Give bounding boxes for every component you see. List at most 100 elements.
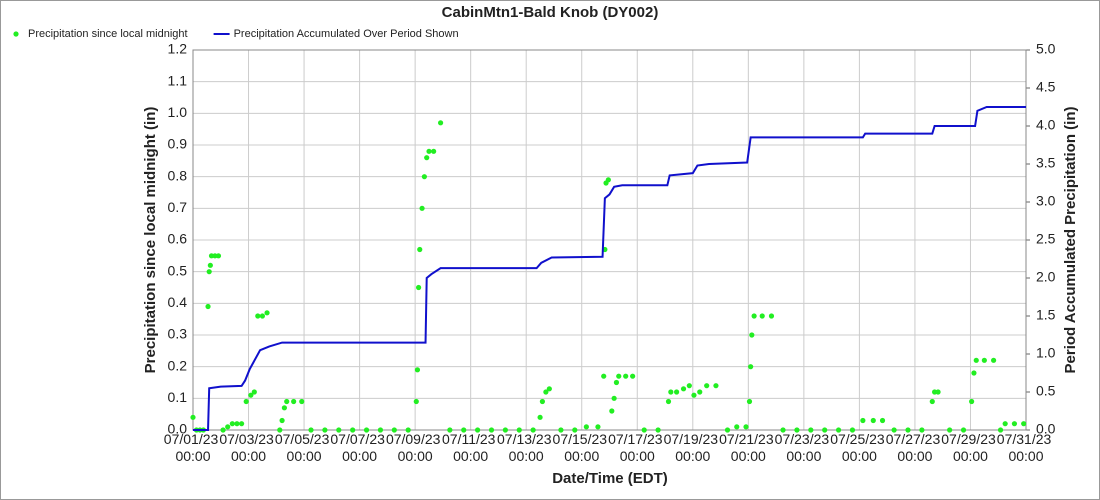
x-tick-label: 07/25/23 00:00 xyxy=(830,431,888,464)
x-tick-label: 07/05/23 00:00 xyxy=(275,431,333,464)
data-point xyxy=(461,427,467,433)
data-point xyxy=(704,383,710,389)
data-point xyxy=(713,383,719,389)
data-point xyxy=(768,313,775,319)
data-point xyxy=(759,313,765,319)
data-point xyxy=(997,427,1004,433)
data-point xyxy=(691,392,697,398)
data-point xyxy=(879,417,886,424)
y2-axis-title: Period Accumulated Precipitation (in) xyxy=(1062,107,1079,374)
data-point xyxy=(229,421,235,427)
y-tick-label: 1.2 xyxy=(168,41,188,57)
x-tick-label: 07/15/23 00:00 xyxy=(553,431,611,464)
data-point xyxy=(284,398,290,405)
data-point xyxy=(724,427,731,433)
data-point xyxy=(668,389,674,395)
data-point xyxy=(630,373,636,379)
data-point xyxy=(794,427,800,433)
data-point xyxy=(929,398,935,405)
data-point xyxy=(264,310,270,316)
data-point xyxy=(860,417,866,424)
data-point xyxy=(674,389,680,395)
data-point xyxy=(1002,421,1008,427)
data-point xyxy=(749,332,755,338)
data-point xyxy=(220,427,226,433)
data-point xyxy=(234,421,240,427)
y2-tick-label: 5.0 xyxy=(1036,41,1056,57)
x-tick-label: 07/27/23 00:00 xyxy=(886,431,944,464)
data-point xyxy=(350,427,356,433)
y2-tick-label: 4.0 xyxy=(1036,117,1056,133)
x-tick-label: 07/31/23 00:00 xyxy=(997,431,1055,464)
y-tick-label: 0.3 xyxy=(168,326,188,342)
data-point xyxy=(248,392,254,398)
data-point xyxy=(746,398,753,405)
x-axis-title: Date/Time (EDT) xyxy=(552,470,668,487)
data-point xyxy=(475,427,481,433)
data-point xyxy=(971,370,977,376)
data-point xyxy=(299,398,305,405)
y2-tick-label: 3.0 xyxy=(1036,193,1056,209)
chart-title: CabinMtn1-Bald Knob (DY002) xyxy=(442,4,659,21)
data-point xyxy=(259,313,266,319)
data-point xyxy=(558,427,564,433)
data-line xyxy=(193,106,1026,431)
data-point xyxy=(613,379,620,386)
data-point xyxy=(870,417,876,424)
data-point xyxy=(530,427,536,433)
data-point xyxy=(238,421,245,427)
data-point xyxy=(973,357,979,363)
data-point xyxy=(605,177,611,183)
x-tick-label: 07/11/23 00:00 xyxy=(442,431,499,464)
data-point xyxy=(616,373,622,379)
data-point xyxy=(207,262,213,268)
data-point xyxy=(215,253,222,259)
data-point xyxy=(822,427,828,433)
data-point xyxy=(414,367,421,373)
data-point xyxy=(751,313,757,319)
data-point xyxy=(225,424,231,430)
y-tick-label: 0.7 xyxy=(168,199,188,215)
data-point xyxy=(905,427,911,433)
data-point xyxy=(960,427,967,433)
y-tick-label: 0.4 xyxy=(168,294,188,310)
data-point xyxy=(539,398,545,405)
y2-tick-label: 2.5 xyxy=(1036,231,1056,247)
data-point xyxy=(537,414,543,420)
data-point xyxy=(780,427,786,433)
data-point xyxy=(543,389,549,395)
data-point xyxy=(611,395,617,401)
data-point xyxy=(1021,421,1027,427)
y2-tick-label: 1.0 xyxy=(1036,345,1056,361)
data-point xyxy=(1011,421,1018,427)
data-point xyxy=(413,398,419,405)
x-tick-label: 07/03/23 00:00 xyxy=(219,431,277,464)
data-point xyxy=(981,357,987,363)
data-point xyxy=(426,148,432,154)
data-point xyxy=(849,427,856,433)
y-axis-title: Precipitation since local midnight (in) xyxy=(142,107,159,374)
data-point xyxy=(322,427,328,433)
data-point xyxy=(655,427,661,433)
legend-label: Precipitation Accumulated Over Period Sh… xyxy=(234,28,459,40)
data-point xyxy=(291,398,297,405)
data-point xyxy=(437,120,444,126)
data-point xyxy=(447,427,453,433)
x-tick-label: 07/21/23 00:00 xyxy=(719,431,777,464)
data-point xyxy=(206,269,212,275)
legend-label: Precipitation since local midnight xyxy=(28,28,188,40)
data-point xyxy=(808,427,814,433)
data-point xyxy=(336,427,342,433)
data-point xyxy=(308,427,314,433)
data-point xyxy=(947,427,953,433)
y2-tick-label: 2.0 xyxy=(1036,269,1056,285)
data-point xyxy=(363,427,370,433)
data-point xyxy=(991,357,997,363)
data-point xyxy=(421,174,427,180)
data-point xyxy=(835,427,842,433)
data-point xyxy=(391,427,397,433)
data-point xyxy=(935,389,941,395)
data-point xyxy=(424,155,430,161)
